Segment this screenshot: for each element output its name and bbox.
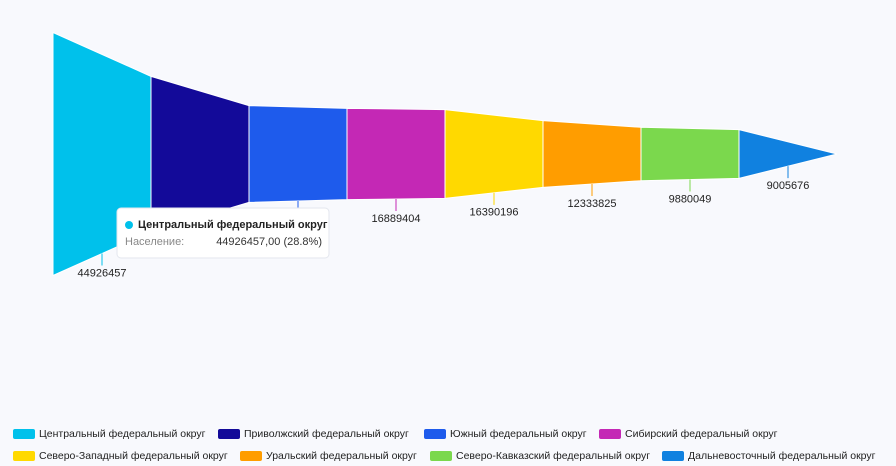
tooltip-value: 44926457,00 (28.8%)	[216, 236, 322, 248]
value-label: 12333825	[568, 198, 617, 210]
legend-label: Уральский федеральный округ	[266, 450, 417, 462]
legend-label: Приволжский федеральный округ	[244, 428, 409, 440]
legend-swatch[interactable]	[430, 451, 452, 461]
tooltip: Центральный федеральный округ Население: 4…	[116, 207, 330, 259]
legend-label: Дальневосточный федеральный округ	[688, 450, 876, 462]
legend-label: Южный федеральный округ	[450, 428, 587, 440]
legend-label: Северо-Кавказский федеральный округ	[456, 450, 650, 462]
legend-swatch[interactable]	[218, 429, 240, 439]
funnel-slice	[346, 107, 446, 201]
legend-label: Сибирский федеральный округ	[625, 428, 778, 440]
funnel-slice	[444, 109, 544, 199]
tooltip-label: Население:	[125, 236, 184, 248]
tooltip-dot	[125, 221, 133, 229]
legend-label: Северо-Западный федеральный округ	[39, 450, 228, 462]
value-label: 16390196	[470, 207, 519, 219]
legend-swatch[interactable]	[424, 429, 446, 439]
value-label: 9880049	[669, 193, 712, 205]
tooltip-title: Центральный федеральный округ	[138, 219, 328, 231]
funnel-slice	[542, 120, 642, 188]
tooltip-box	[116, 207, 330, 259]
legend-swatch[interactable]	[13, 451, 35, 461]
legend-swatch[interactable]	[13, 429, 35, 439]
value-label: 16889404	[372, 213, 421, 225]
legend-swatch[interactable]	[599, 429, 621, 439]
legend-label: Центральный федеральный округ	[39, 428, 206, 440]
legend-swatch[interactable]	[662, 451, 684, 461]
legend-swatch[interactable]	[240, 451, 262, 461]
value-label: 9005676	[767, 180, 810, 192]
funnel-slice	[738, 129, 838, 179]
funnel-slice	[248, 105, 348, 203]
value-label: 44926457	[78, 267, 127, 279]
funnel-slice	[640, 126, 740, 182]
